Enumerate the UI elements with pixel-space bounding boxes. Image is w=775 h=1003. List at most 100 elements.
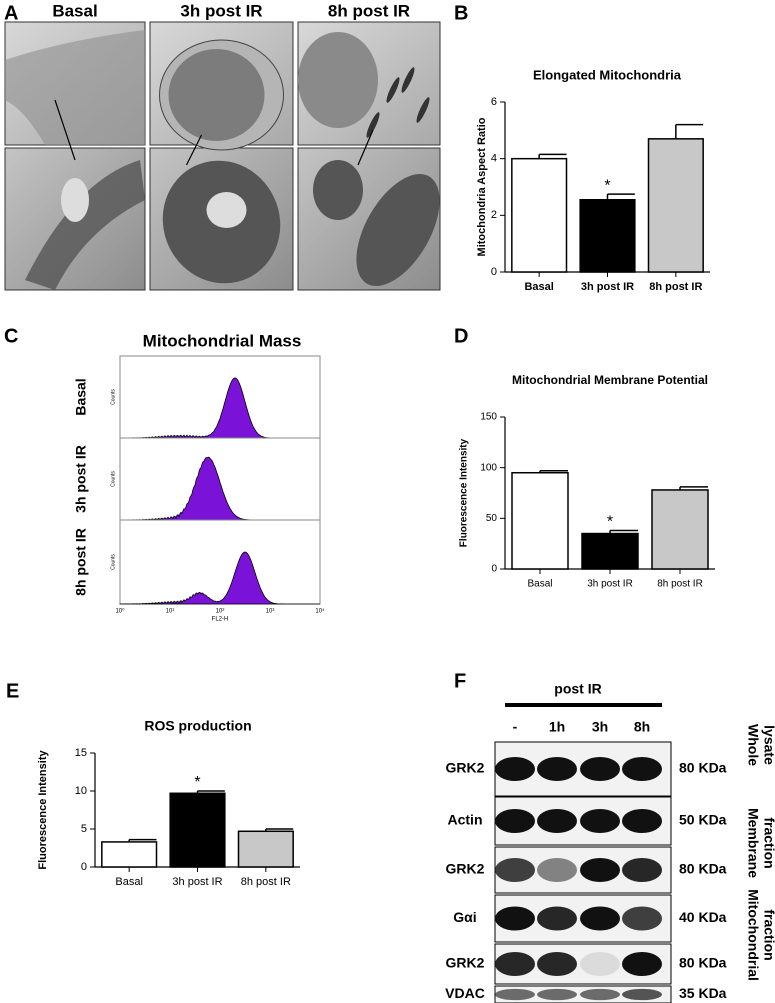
histogram — [119, 551, 320, 605]
blot-band — [580, 952, 620, 976]
blot-header: post IR — [554, 681, 601, 697]
fraction-label: fraction — [761, 909, 775, 960]
protein-label: Gαi — [453, 909, 476, 925]
nucleus — [298, 32, 378, 128]
lane-label: 8h — [634, 719, 650, 735]
bar — [511, 157, 568, 273]
blot-band — [580, 757, 620, 781]
y-tick-label: 0 — [491, 266, 497, 278]
panel-label: E — [6, 680, 19, 702]
blot-band — [580, 906, 620, 931]
protein-label: Actin — [448, 812, 483, 828]
blot-band — [495, 809, 535, 833]
mitochondrion — [416, 97, 430, 123]
blot-band — [495, 952, 535, 976]
blot-band — [537, 858, 577, 882]
y-tick-label: 50 — [486, 513, 498, 524]
y-axis-label: Counts — [110, 471, 116, 487]
blot-band — [537, 988, 577, 1001]
column-header: 8h post IR — [328, 1, 410, 20]
arrow — [185, 134, 203, 166]
row-label: 8h post IR — [73, 528, 89, 596]
size-label: 80 KDa — [679, 955, 727, 971]
x-tick-label: 10² — [216, 609, 225, 615]
bar — [581, 532, 639, 570]
size-label: 50 KDa — [679, 812, 727, 828]
x-tick-label: 3h post IR — [172, 876, 222, 888]
protein-label: VDAC — [445, 985, 485, 1001]
panel-label: D — [454, 325, 468, 347]
lumen — [61, 178, 89, 222]
fraction-label: fraction — [761, 817, 775, 868]
significance: * — [194, 774, 200, 791]
blot-band — [580, 809, 620, 833]
x-tick-label: 10⁰ — [115, 608, 125, 615]
size-label: 80 KDa — [679, 760, 727, 776]
size-label: 40 KDa — [679, 909, 727, 925]
panel-label: B — [454, 2, 468, 24]
blot-band — [495, 988, 535, 1001]
blot-band — [580, 988, 620, 1001]
fraction-label: Membrane — [745, 808, 761, 878]
blot-band — [495, 858, 535, 882]
y-tick-label: 4 — [491, 153, 497, 165]
mito-zoom — [25, 160, 145, 290]
histogram-frame — [119, 437, 321, 521]
x-tick-label: Basal — [524, 281, 553, 293]
row-label: Basal — [73, 378, 89, 415]
x-tick-label: 3h post IR — [587, 579, 633, 590]
arrow — [357, 129, 374, 166]
bar — [237, 830, 294, 868]
significance: * — [604, 177, 610, 194]
blot-band — [537, 906, 577, 931]
blot-band — [622, 858, 662, 882]
blot-band — [537, 757, 577, 781]
y-tick-label: 2 — [491, 209, 497, 221]
size-label: 80 KDa — [679, 861, 727, 877]
protein-label: GRK2 — [446, 861, 485, 877]
chart-title: Elongated Mitochondria — [533, 67, 682, 82]
bar — [651, 489, 709, 570]
mitochondrion — [386, 77, 400, 103]
y-tick-label: 150 — [480, 412, 497, 423]
y-axis-label: Counts — [110, 554, 116, 570]
x-axis-label: FL2-H — [212, 617, 229, 623]
x-tick-label: 10³ — [266, 609, 275, 615]
blot-band — [622, 757, 662, 781]
x-tick-label: 8h post IR — [657, 579, 703, 590]
x-tick-label: 8h post IR — [241, 876, 291, 888]
mito-zoom — [313, 160, 363, 220]
column-header: Basal — [52, 1, 97, 20]
mitochondrion — [366, 112, 380, 138]
bar — [579, 199, 636, 273]
arrow — [54, 99, 76, 161]
y-tick-label: 6 — [491, 96, 497, 108]
fraction-label: Mitochondrial — [745, 889, 761, 981]
x-tick-label: 10⁴ — [315, 608, 325, 615]
y-tick-label: 0 — [491, 564, 497, 575]
blot-band — [495, 906, 535, 931]
x-tick-label: 3h post IR — [581, 281, 634, 293]
protein-label: GRK2 — [446, 760, 485, 776]
panel-label: C — [4, 325, 18, 347]
fraction-label: lysate — [761, 725, 775, 765]
protein-label: GRK2 — [446, 955, 485, 971]
panel-title: Mitochondrial Mass — [143, 331, 302, 350]
blot-band — [580, 858, 620, 882]
lane-label: 1h — [549, 719, 565, 735]
chart-title: Mitochondrial Membrane Potential — [512, 373, 708, 387]
y-axis-label: Counts — [110, 389, 116, 405]
panel-label: F — [454, 670, 466, 692]
blot-band — [495, 757, 535, 781]
mitochondrion — [401, 67, 415, 93]
x-tick-label: Basal — [527, 579, 552, 590]
y-tick-label: 0 — [81, 861, 87, 873]
y-axis-label: Fluorescence Intensity — [459, 438, 470, 547]
x-tick-label: 10¹ — [166, 609, 175, 615]
y-tick-label: 5 — [81, 823, 87, 835]
mito-zoom — [356, 173, 440, 287]
lumen — [206, 192, 247, 228]
panel-label: A — [4, 2, 18, 24]
chart-title: ROS production — [144, 718, 251, 734]
